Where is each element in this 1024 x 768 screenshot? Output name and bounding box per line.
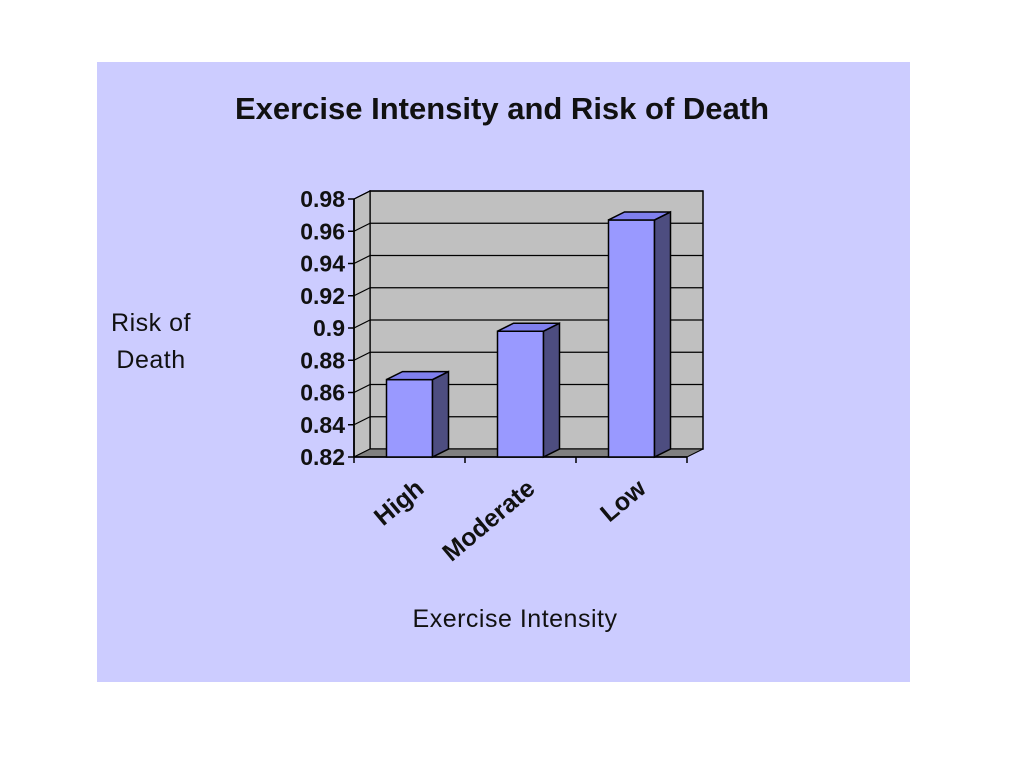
bar-low	[607, 210, 672, 459]
y-tick-label: 0.92	[300, 283, 345, 309]
y-axis-label-line-1: Risk of	[111, 309, 191, 337]
bar-front	[496, 330, 545, 458]
bar-front	[385, 378, 434, 458]
y-axis-label-line-2: Death	[116, 346, 185, 374]
bar-front	[607, 219, 656, 458]
gridline-side	[353, 287, 371, 297]
bar-side	[431, 370, 450, 459]
chart-panel: Exercise Intensity and Risk of Death 0.9…	[97, 62, 910, 682]
gridline-side	[353, 319, 371, 329]
y-tick-label: 0.84	[300, 412, 345, 438]
y-tick-label: 0.82	[300, 444, 345, 470]
bar-top	[608, 211, 671, 221]
gridline-side	[353, 416, 371, 426]
y-tick-label: 0.98	[300, 186, 345, 212]
y-axis-ticks: 0.98 0.96 0.94 0.92 0.9 0.88 0.86 0.84 0.82	[300, 186, 354, 470]
y-tick-label: 0.9	[313, 315, 345, 341]
y-tick-label: 0.96	[300, 218, 345, 244]
bar-side	[653, 210, 672, 459]
gridline-side	[353, 383, 371, 394]
bar-top	[386, 370, 449, 381]
bar-top	[497, 322, 560, 332]
x-axis-label: Exercise Intensity	[413, 605, 618, 633]
y-tick-label: 0.94	[300, 251, 345, 277]
bars	[385, 210, 672, 459]
gridline-side	[353, 222, 371, 232]
chart-title: Exercise Intensity and Risk of Death	[235, 91, 769, 126]
bar-high	[385, 370, 450, 459]
bar-side	[542, 322, 561, 459]
bar-moderate	[496, 322, 561, 459]
gridline-side	[353, 351, 371, 361]
chart-svg: Exercise Intensity and Risk of Death 0.9…	[97, 62, 910, 682]
gridline-side	[353, 254, 371, 265]
y-tick-label: 0.88	[300, 347, 345, 373]
y-tick-label: 0.86	[300, 380, 345, 406]
gridline-side	[353, 190, 371, 200]
